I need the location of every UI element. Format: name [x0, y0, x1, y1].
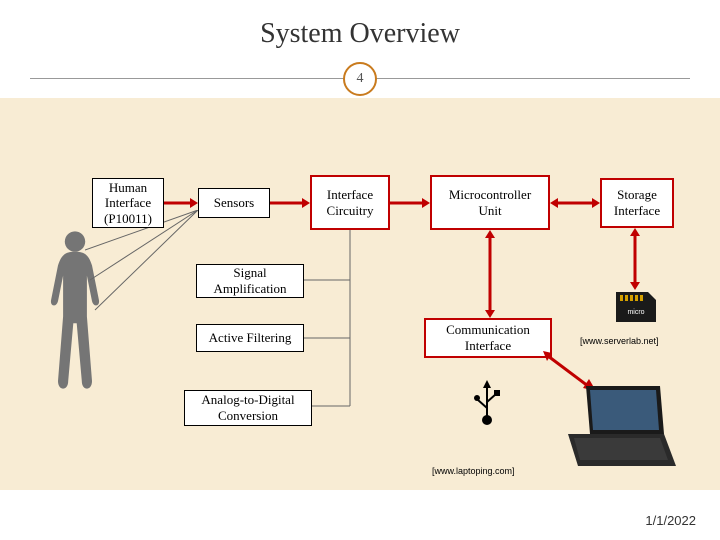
mcu-l2: Unit — [478, 203, 501, 219]
sensors-box: Sensors — [198, 188, 270, 218]
active-filtering-box: Active Filtering — [196, 324, 304, 352]
storage-interface-box: Storage Interface — [600, 178, 674, 228]
ci-l1: Communication — [446, 322, 530, 338]
arrow-ic-mcu — [390, 196, 430, 210]
adc-box: Analog-to-Digital Conversion — [184, 390, 312, 426]
microsd-icon: micro — [612, 290, 658, 324]
arrow-mcu-comm — [483, 230, 497, 318]
ci-l2: Interface — [465, 338, 511, 354]
human-interface-box: Human Interface (P10011) — [92, 178, 164, 228]
interface-circuitry-box: Interface Circuitry — [310, 175, 390, 230]
credit-laptoping: [www.laptoping.com] — [432, 466, 515, 476]
human-interface-l3: (P10011) — [104, 211, 152, 227]
slide-date: 1/1/2022 — [645, 513, 696, 528]
mcu-l1: Microcontroller — [449, 187, 531, 203]
slide: System Overview 4 Human Interface (P1001… — [0, 0, 720, 540]
arrow-mcu-storage — [550, 196, 600, 210]
arrow-human-sensors — [164, 196, 198, 210]
signal-amplification-box: Signal Amplification — [196, 264, 304, 298]
sensors-label: Sensors — [214, 195, 254, 211]
svg-text:micro: micro — [627, 309, 644, 316]
human-interface-l1: Human — [109, 180, 147, 196]
page-number-badge: 4 — [343, 62, 377, 96]
storage-l2: Interface — [614, 203, 660, 219]
arrow-storage-sd — [628, 228, 642, 290]
credit-serverlab: [www.serverlab.net] — [580, 336, 659, 346]
ic-l1: Interface — [327, 187, 373, 203]
arrow-sensors-ic — [270, 196, 310, 210]
sensor-lines — [85, 210, 205, 330]
microcontroller-box: Microcontroller Unit — [430, 175, 550, 230]
adc-l2: Conversion — [218, 408, 278, 424]
sa-l2: Amplification — [214, 281, 287, 297]
ic-l2: Circuitry — [327, 203, 374, 219]
sa-l1: Signal — [233, 265, 266, 281]
page-title: System Overview — [0, 0, 720, 50]
af-label: Active Filtering — [209, 330, 292, 346]
connector-ic-sub — [300, 230, 360, 410]
storage-l1: Storage — [617, 187, 657, 203]
adc-l1: Analog-to-Digital — [201, 392, 294, 408]
human-interface-l2: Interface — [105, 195, 151, 211]
communication-interface-box: Communication Interface — [424, 318, 552, 358]
usb-icon — [472, 380, 502, 426]
laptop-icon — [560, 382, 678, 472]
